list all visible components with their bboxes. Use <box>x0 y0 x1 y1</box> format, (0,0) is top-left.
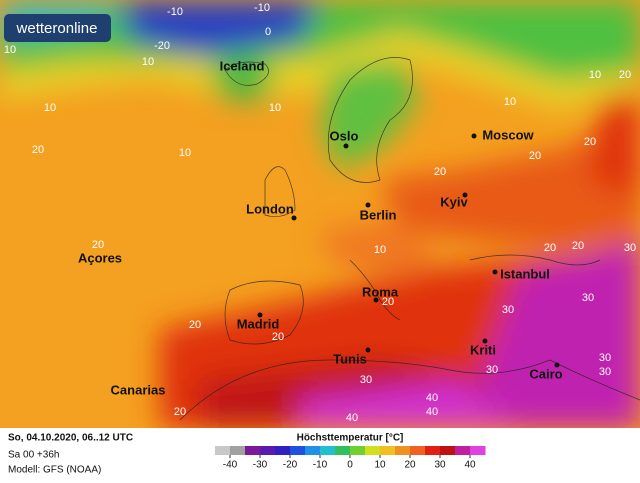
contour-label: 40 <box>426 406 438 418</box>
legend-tick-label: 40 <box>464 460 476 471</box>
contour-label: 10 <box>44 102 56 114</box>
contour-label: 30 <box>360 374 372 386</box>
city-label: Açores <box>78 250 122 265</box>
city-label: Istanbul <box>500 266 550 281</box>
legend-swatch <box>425 446 441 455</box>
city-label: London <box>246 201 294 216</box>
legend-tick-label: -20 <box>283 460 298 471</box>
forecast-run: Sa 00 +36h <box>8 450 59 461</box>
temperature-field <box>0 0 640 428</box>
forecast-date: So, 04.10.2020, 06..12 UTC <box>8 433 133 444</box>
contour-label: 10 <box>374 244 386 256</box>
contour-label: -10 <box>254 2 270 14</box>
city-dot <box>482 338 488 344</box>
city-label: Moscow <box>482 127 534 142</box>
legend-swatch <box>275 446 291 455</box>
legend-swatch <box>470 446 486 455</box>
city-label: Kriti <box>470 342 496 357</box>
contour-label: 40 <box>426 392 438 404</box>
contour-label: 10 <box>504 96 516 108</box>
legend-swatch <box>335 446 351 455</box>
logo-text[interactable]: wetteronline <box>16 20 98 37</box>
city-label: Tunis <box>333 351 367 366</box>
legend-swatch <box>290 446 306 455</box>
legend-tick-label: 0 <box>347 460 353 471</box>
contour-label: 20 <box>189 319 201 331</box>
contour-label: 20 <box>434 166 446 178</box>
city-label: Kyiv <box>440 194 468 209</box>
contour-label: 10 <box>4 44 16 56</box>
legend-tick-label: 30 <box>434 460 446 471</box>
contour-label: 20 <box>619 69 631 81</box>
city-label: Madrid <box>237 316 280 331</box>
logo[interactable]: wetteronline <box>4 14 111 42</box>
legend-tick-label: -30 <box>253 460 268 471</box>
contour-label: 30 <box>502 304 514 316</box>
city-label: Iceland <box>220 58 265 73</box>
legend-swatch <box>350 446 366 455</box>
legend-swatch <box>440 446 456 455</box>
contour-label: 20 <box>92 239 104 251</box>
city-label: Roma <box>362 284 399 299</box>
legend-swatch <box>410 446 426 455</box>
city-dot <box>462 192 468 198</box>
legend-swatch <box>395 446 411 455</box>
contour-label: 20 <box>272 331 284 343</box>
contour-label: 10 <box>142 56 154 68</box>
contour-label: 20 <box>174 406 186 418</box>
legend-swatch <box>260 446 276 455</box>
city-dot <box>554 362 560 368</box>
city-label: Canarias <box>111 382 166 397</box>
contour-label: 30 <box>599 366 611 378</box>
legend-tick-label: 20 <box>404 460 416 471</box>
contour-label: 10 <box>589 69 601 81</box>
legend-swatch <box>230 446 246 455</box>
city-label: Berlin <box>360 207 397 222</box>
contour-label: 20 <box>572 240 584 252</box>
legend-swatch <box>215 446 231 455</box>
contour-label: 10 <box>179 147 191 159</box>
legend-title: Höchsttemperatur [°C] <box>297 433 404 444</box>
legend-swatch <box>305 446 321 455</box>
city-label: Cairo <box>529 366 562 381</box>
contour-label: 30 <box>599 352 611 364</box>
city-dot <box>365 347 371 353</box>
contour-label: 30 <box>624 242 636 254</box>
city-label: Oslo <box>330 128 359 143</box>
contour-label: 20 <box>32 144 44 156</box>
contour-label: 20 <box>584 136 596 148</box>
city-dot <box>343 143 349 149</box>
city-dot <box>373 297 379 303</box>
contour-label: 40 <box>346 412 358 424</box>
contour-label: -10 <box>167 6 183 18</box>
city-dot <box>492 269 498 275</box>
legend-swatch <box>455 446 471 455</box>
legend-tick-label: -10 <box>313 460 328 471</box>
contour-label: 30 <box>582 292 594 304</box>
model-name: Modell: GFS (NOAA) <box>8 465 101 476</box>
city-dot <box>257 312 263 318</box>
legend-swatch <box>320 446 336 455</box>
city-dot <box>365 202 371 208</box>
city-dot <box>291 215 297 221</box>
contour-label: 20 <box>529 150 541 162</box>
legend-tick-label: -40 <box>223 460 238 471</box>
legend-tick-label: 10 <box>374 460 386 471</box>
legend-swatch <box>380 446 396 455</box>
contour-label: 0 <box>265 26 271 38</box>
legend-swatch <box>365 446 381 455</box>
coastlines <box>179 57 640 421</box>
contour-label: -20 <box>154 40 170 52</box>
contour-label: 10 <box>269 102 281 114</box>
contour-label: 20 <box>382 296 394 308</box>
city-dot <box>471 133 477 139</box>
legend-swatch <box>245 446 261 455</box>
contour-label: 20 <box>544 242 556 254</box>
contour-label: 30 <box>486 364 498 376</box>
